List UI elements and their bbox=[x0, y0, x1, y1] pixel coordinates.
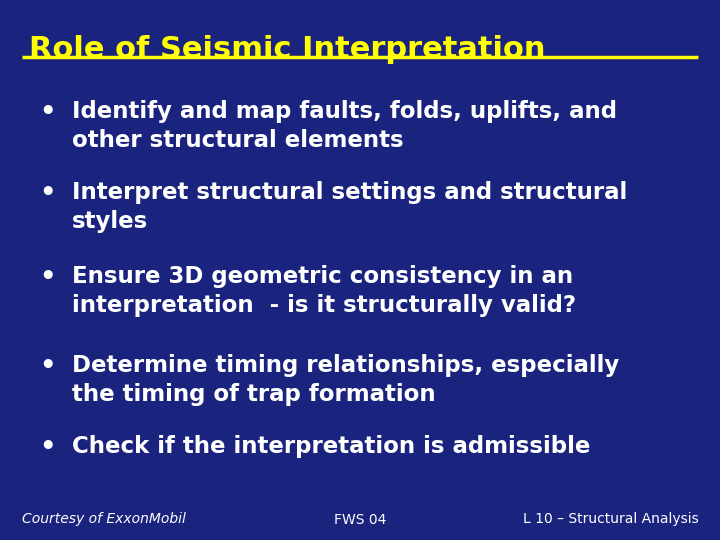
Text: FWS 04: FWS 04 bbox=[334, 512, 386, 526]
Text: •: • bbox=[40, 354, 56, 380]
Text: •: • bbox=[40, 435, 56, 461]
Text: •: • bbox=[40, 181, 56, 207]
Text: •: • bbox=[40, 100, 56, 126]
Text: Role of Seismic Interpretation: Role of Seismic Interpretation bbox=[29, 35, 545, 64]
Text: Ensure 3D geometric consistency in an
interpretation  - is it structurally valid: Ensure 3D geometric consistency in an in… bbox=[72, 265, 576, 317]
Text: L 10 – Structural Analysis: L 10 – Structural Analysis bbox=[523, 512, 698, 526]
Text: Interpret structural settings and structural
styles: Interpret structural settings and struct… bbox=[72, 181, 627, 233]
Text: Identify and map faults, folds, uplifts, and
other structural elements: Identify and map faults, folds, uplifts,… bbox=[72, 100, 617, 152]
Text: •: • bbox=[40, 265, 56, 291]
Text: Check if the interpretation is admissible: Check if the interpretation is admissibl… bbox=[72, 435, 590, 458]
Text: Determine timing relationships, especially
the timing of trap formation: Determine timing relationships, especial… bbox=[72, 354, 619, 406]
Text: Courtesy of ExxonMobil: Courtesy of ExxonMobil bbox=[22, 512, 186, 526]
